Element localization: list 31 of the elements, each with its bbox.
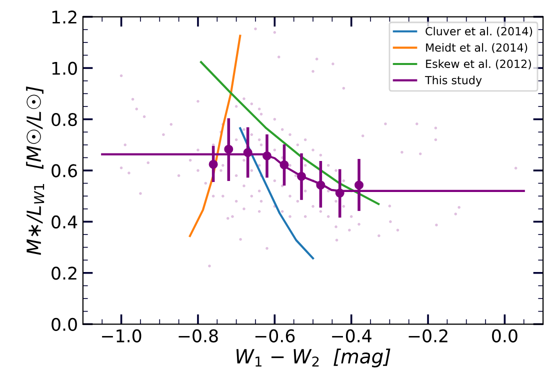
point <box>262 151 272 160</box>
point <box>316 180 326 190</box>
y-tick-label: 0.0 <box>52 318 77 331</box>
line-series <box>188 34 242 238</box>
y-tick-label: 0.2 <box>52 266 76 280</box>
legend-label: Eskew et al. (2012) <box>426 59 531 70</box>
y-tick-label: 0.4 <box>52 215 78 229</box>
x-tick-label: −1.0 <box>102 329 142 342</box>
y-tick-label: 1.2 <box>52 10 76 24</box>
point <box>224 144 234 154</box>
x-axis-title: W$_{1}$ − W$_{2}$ [mag] <box>236 348 390 368</box>
y-axis-title: M∗/L$_{W1}$ [M☉/L☉] <box>26 86 44 255</box>
x-tick-label: −0.2 <box>408 329 448 342</box>
x-tick-label: −0.6 <box>255 329 295 342</box>
point <box>243 148 252 158</box>
point <box>280 160 289 170</box>
x-tick-label: −0.4 <box>332 329 372 342</box>
line-series <box>239 127 314 260</box>
legend-label: Cluver et al. (2014) <box>426 26 532 37</box>
point <box>354 180 364 190</box>
legend-label: Meidt et al. (2014) <box>426 43 528 54</box>
y-tick-label: 0.8 <box>52 112 77 126</box>
point <box>296 172 306 181</box>
y-tick-label: 0.6 <box>52 164 77 178</box>
point <box>335 188 344 198</box>
line-series <box>200 61 380 206</box>
x-tick-label: −0.8 <box>178 329 218 342</box>
legend-label: This study <box>424 76 482 86</box>
x-tick-label: 0.0 <box>492 329 518 342</box>
y-tick-label: 1.0 <box>52 62 77 75</box>
point <box>208 160 218 169</box>
